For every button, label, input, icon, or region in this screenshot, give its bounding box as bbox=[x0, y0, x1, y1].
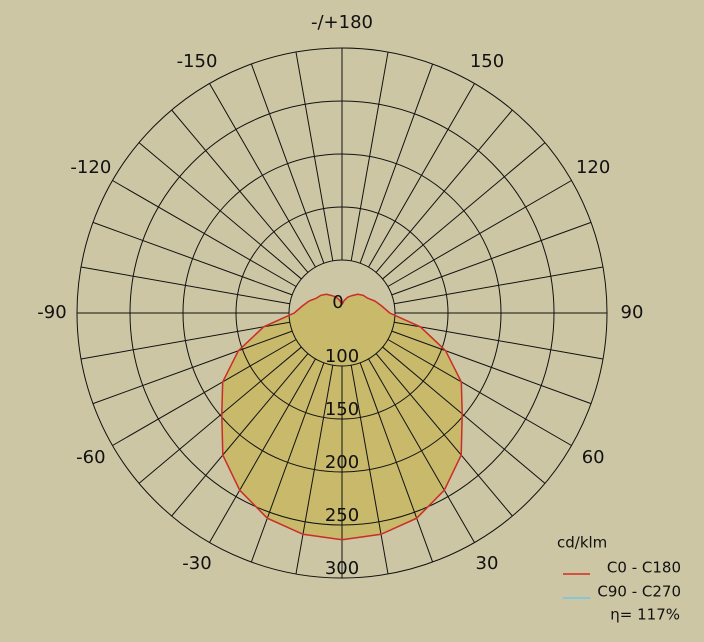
legend-label: C90 - C270 bbox=[597, 583, 681, 601]
spoke bbox=[250, 63, 325, 264]
r-tick-label: 300 bbox=[325, 558, 359, 579]
spoke bbox=[80, 321, 290, 360]
angle-tick-label: -/+180 bbox=[311, 12, 373, 33]
r-tick-label: 100 bbox=[325, 346, 359, 367]
spoke bbox=[80, 266, 290, 305]
legend-label: C0 - C180 bbox=[607, 559, 681, 577]
angle-tick-label: -90 bbox=[37, 302, 66, 323]
angle-tick-label: -150 bbox=[177, 51, 218, 72]
spoke bbox=[394, 266, 604, 305]
efficiency-label: η= 117% bbox=[610, 606, 680, 624]
angle-tick-label: 60 bbox=[582, 447, 605, 468]
spoke bbox=[391, 330, 592, 405]
spoke bbox=[382, 346, 546, 484]
spoke bbox=[138, 142, 302, 280]
spoke bbox=[138, 346, 302, 484]
spoke bbox=[171, 109, 309, 273]
spoke bbox=[375, 353, 513, 517]
spoke bbox=[209, 358, 316, 543]
spoke bbox=[387, 339, 572, 446]
r-tick-label: 200 bbox=[325, 452, 359, 473]
spoke bbox=[92, 221, 293, 296]
spoke bbox=[368, 358, 475, 543]
angle-tick-label: 120 bbox=[576, 157, 610, 178]
angle-tick-label: 0 bbox=[332, 292, 343, 313]
label-layer: 100150200250300-/+1801501209060300-30-60… bbox=[37, 12, 643, 579]
spoke bbox=[382, 142, 546, 280]
spoke bbox=[112, 180, 297, 287]
spoke bbox=[209, 83, 316, 268]
angle-tick-label: -30 bbox=[182, 553, 211, 574]
spoke bbox=[295, 51, 334, 261]
grid-layer bbox=[76, 47, 608, 579]
line-layer bbox=[221, 293, 463, 541]
r-tick-label: 150 bbox=[325, 399, 359, 420]
spoke bbox=[350, 51, 389, 261]
spoke bbox=[359, 63, 434, 264]
unit-label: cd/klm bbox=[557, 534, 607, 552]
intensity-curve bbox=[221, 293, 463, 541]
r-tick-label: 250 bbox=[325, 505, 359, 526]
spoke bbox=[375, 109, 513, 273]
spoke bbox=[391, 221, 592, 296]
angle-tick-label: 30 bbox=[476, 553, 499, 574]
spoke bbox=[359, 362, 434, 563]
spoke bbox=[92, 330, 293, 405]
spoke bbox=[295, 365, 334, 575]
spoke bbox=[112, 339, 297, 446]
angle-tick-label: 90 bbox=[621, 302, 644, 323]
angle-tick-label: 150 bbox=[470, 51, 504, 72]
spoke bbox=[368, 83, 475, 268]
angle-tick-label: -60 bbox=[76, 447, 105, 468]
spoke bbox=[387, 180, 572, 287]
spoke bbox=[250, 362, 325, 563]
spoke bbox=[171, 353, 309, 517]
spoke bbox=[350, 365, 389, 575]
angle-tick-label: -120 bbox=[70, 157, 111, 178]
spoke bbox=[394, 321, 604, 360]
